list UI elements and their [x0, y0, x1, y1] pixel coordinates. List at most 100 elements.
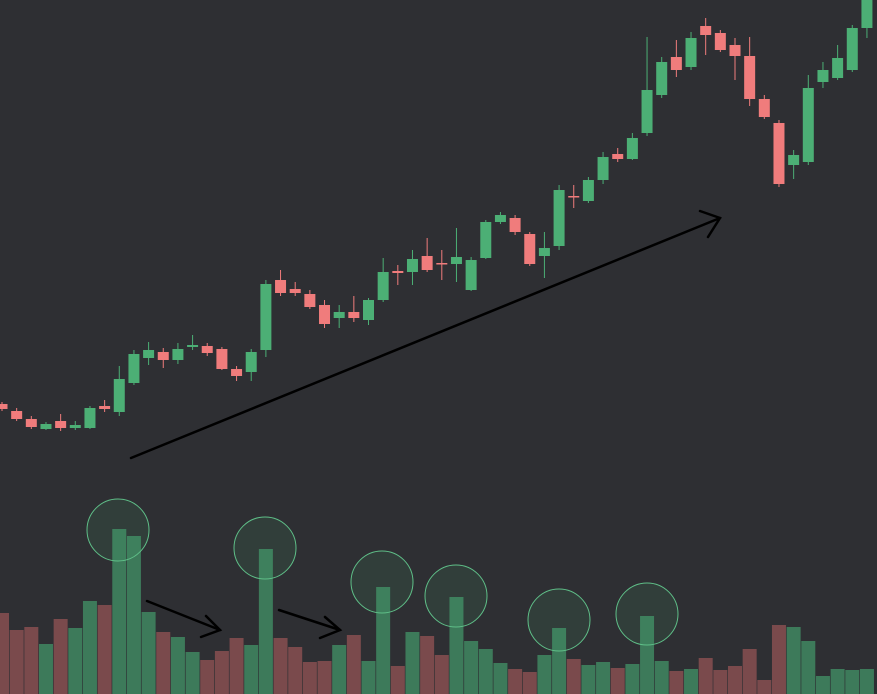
volume-bar — [640, 616, 655, 694]
volume-bar — [449, 597, 464, 694]
volume-bar — [112, 529, 127, 694]
candle-body — [465, 260, 477, 290]
highlight-circle — [527, 588, 591, 652]
volume-bar — [537, 655, 552, 694]
arrow-head — [318, 615, 343, 640]
volume-bar — [185, 652, 200, 694]
candle-body — [333, 312, 345, 318]
volume-bar — [771, 625, 786, 694]
volume-bar — [170, 637, 185, 694]
candle-body — [685, 38, 697, 67]
candle-body — [553, 190, 565, 246]
candle-body — [11, 411, 23, 419]
volume-bar — [566, 659, 581, 694]
candle-body — [802, 88, 814, 162]
candle-body — [392, 271, 404, 273]
volume-bar — [610, 668, 625, 694]
volume-bar — [244, 645, 259, 694]
candle-body — [25, 419, 37, 427]
candle-body — [348, 312, 360, 318]
volume-arrow — [145, 599, 222, 632]
candle-body — [245, 352, 257, 372]
volume-pane — [0, 529, 874, 694]
volume-bar — [478, 649, 493, 694]
volume-bar — [742, 649, 757, 694]
volume-bar — [24, 627, 39, 694]
price-pane — [0, 0, 873, 431]
candle-body — [260, 284, 272, 350]
candle-body — [817, 70, 829, 82]
volume-bar — [581, 665, 596, 694]
candle-body — [201, 346, 213, 353]
candle-body — [861, 0, 873, 28]
volume-bar — [288, 647, 303, 694]
volume-bar — [346, 635, 361, 694]
candle-body — [289, 289, 301, 293]
volume-bar — [684, 669, 699, 694]
arrow-head — [698, 209, 722, 239]
volume-bar — [434, 655, 449, 694]
candle-body — [714, 33, 726, 50]
volume-bar — [302, 662, 317, 694]
volume-bar — [596, 662, 611, 694]
highlight-circles — [86, 498, 679, 652]
candle-body — [758, 99, 770, 117]
candle-body — [597, 157, 609, 180]
candle-body — [406, 259, 418, 272]
volume-bar — [654, 661, 669, 694]
volume-bar — [229, 638, 244, 694]
candle-body — [846, 28, 858, 70]
candle-body — [304, 294, 316, 307]
candle-body — [275, 280, 287, 293]
volume-bar — [493, 663, 508, 694]
volume-bar — [214, 651, 229, 694]
candle-body — [69, 425, 81, 428]
highlight-circle — [424, 564, 488, 628]
highlight-circle — [86, 498, 150, 562]
candle-body — [494, 215, 506, 222]
candle-body — [113, 379, 125, 412]
volume-bar — [801, 641, 816, 694]
volume-bar — [859, 669, 874, 694]
volume-bar — [420, 636, 435, 694]
candle-body — [172, 349, 184, 360]
volume-bar — [97, 605, 112, 694]
candle-body — [231, 369, 243, 376]
candle-body — [421, 256, 433, 270]
candle-body — [377, 272, 389, 300]
volume-bar — [361, 661, 376, 694]
candle-body — [641, 90, 653, 133]
volume-bar — [53, 619, 68, 694]
candle-body — [216, 349, 228, 369]
candle-body — [729, 45, 741, 56]
candle-body — [55, 421, 67, 428]
candle-body — [157, 352, 169, 360]
volume-bar — [200, 660, 215, 694]
volume-bar — [82, 601, 97, 694]
candle-body — [832, 58, 844, 78]
candle-body — [656, 62, 668, 95]
trend-arrow — [129, 216, 722, 460]
volume-bar — [815, 676, 830, 694]
candle-body — [670, 57, 682, 70]
candle-body — [143, 350, 155, 358]
arrow-head — [199, 614, 223, 639]
volume-bar — [552, 628, 567, 694]
candle-body — [319, 305, 331, 324]
candle-body — [538, 248, 550, 256]
volume-bar — [405, 632, 420, 694]
highlight-circle — [615, 582, 679, 646]
volume-bar — [258, 549, 273, 694]
volume-arrow — [277, 608, 342, 632]
volume-bar — [332, 645, 347, 694]
volume-bar — [126, 536, 141, 694]
candle-body — [0, 404, 8, 409]
volume-bar — [522, 672, 537, 694]
volume-bar — [698, 658, 713, 694]
volume-bar — [0, 613, 9, 694]
volume-bar — [464, 641, 479, 694]
candle-body — [700, 26, 712, 35]
candle-body — [84, 408, 96, 428]
